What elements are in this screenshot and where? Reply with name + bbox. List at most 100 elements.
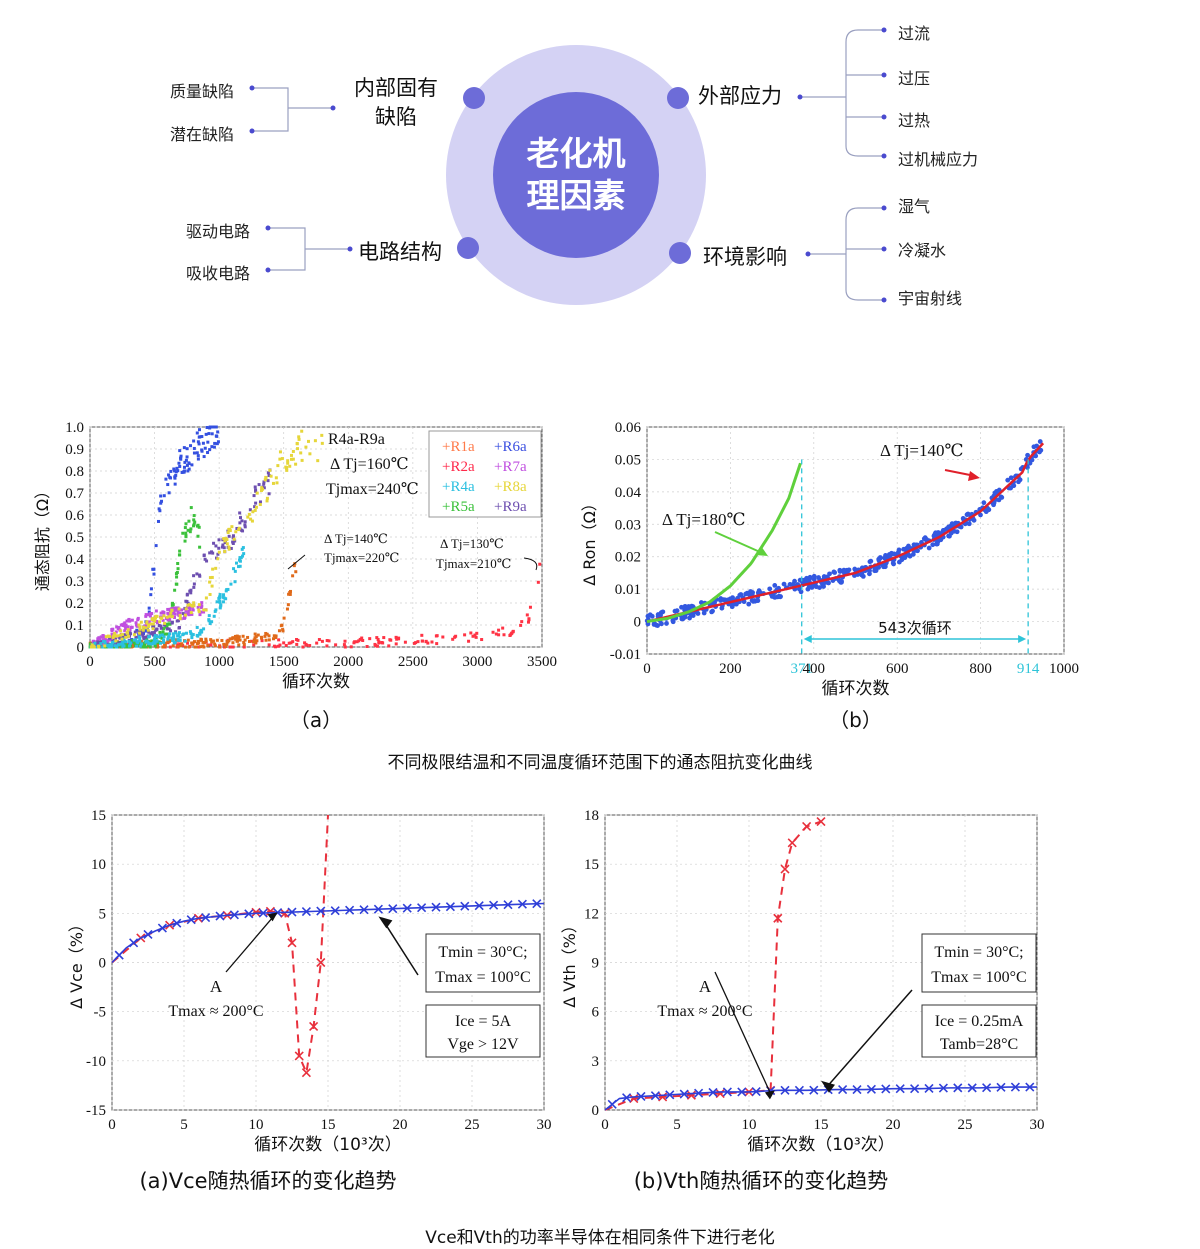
data-point [124, 640, 128, 644]
data-point [137, 623, 141, 627]
data-point [149, 593, 153, 597]
data-point [138, 625, 142, 629]
data-point [891, 561, 897, 567]
data-point [186, 469, 190, 473]
data-point [187, 461, 191, 465]
marker-x-blue [967, 1083, 977, 1093]
data-point [210, 620, 214, 624]
marker-x-blue [287, 907, 297, 917]
data-point [105, 638, 109, 642]
data-point [210, 640, 214, 644]
data-point [148, 642, 152, 646]
data-point [231, 540, 235, 544]
data-point [224, 644, 228, 648]
data-point [114, 630, 118, 634]
data-point [265, 496, 269, 500]
data-point [154, 616, 158, 620]
data-point [176, 611, 180, 615]
data-point [197, 610, 201, 614]
data-point [420, 633, 424, 637]
panel-label: （a） [290, 708, 342, 732]
data-point [811, 573, 817, 579]
arrow-head [267, 912, 278, 922]
data-point [158, 509, 162, 513]
data-point [138, 627, 142, 631]
data-point [177, 607, 181, 611]
data-point [272, 644, 276, 648]
x-tick-label: 371 [790, 661, 813, 677]
data-point [289, 589, 293, 593]
annotation-text: Δ Tj=130℃ [440, 536, 504, 551]
annotation-text: Δ Tj=180℃ [662, 510, 745, 529]
data-point [886, 552, 892, 557]
arrow-head [968, 471, 980, 481]
data-point [152, 638, 156, 642]
x-tick-label: 20 [886, 1117, 901, 1133]
data-point [978, 512, 983, 518]
data-point [184, 534, 188, 538]
data-point [158, 634, 162, 638]
data-point [175, 608, 179, 612]
data-point [198, 631, 202, 635]
data-point [110, 633, 114, 637]
data-point [769, 593, 775, 599]
data-point [971, 517, 977, 523]
data-point [166, 483, 170, 487]
legend-frame [428, 430, 542, 518]
data-point [192, 522, 196, 526]
data-point [147, 610, 151, 614]
data-point [755, 598, 761, 604]
data-point [167, 634, 171, 638]
data-point [296, 447, 300, 451]
data-point [176, 634, 180, 638]
data-point [215, 600, 219, 604]
data-point [256, 633, 260, 637]
data-point [187, 645, 191, 649]
data-point [274, 476, 278, 480]
data-point [113, 631, 117, 635]
data-point [132, 641, 136, 645]
data-point [97, 636, 101, 640]
data-point [181, 612, 185, 616]
annotation-arrow [225, 915, 275, 973]
x-tick-label: 800 [969, 661, 992, 677]
marker-x-red [287, 938, 297, 948]
marker-x-blue [794, 1085, 804, 1095]
leaf-overvoltage: 过压 [898, 69, 931, 88]
data-point [238, 556, 242, 560]
data-point [249, 517, 253, 521]
data-point [208, 551, 212, 555]
marker-x-blue [996, 1082, 1006, 1092]
data-point [297, 437, 301, 441]
data-point [120, 637, 124, 641]
data-point [215, 638, 219, 642]
data-point [197, 442, 201, 446]
data-point [122, 638, 126, 642]
data-point [242, 642, 246, 646]
data-point [511, 629, 515, 633]
leaf-overheat: 过热 [898, 111, 931, 130]
data-point [183, 613, 187, 617]
data-point [670, 618, 676, 623]
data-point [126, 628, 130, 632]
x-tick-label: 914 [1017, 661, 1040, 677]
data-point [167, 473, 171, 477]
data-point [269, 474, 273, 478]
data-point [213, 441, 217, 445]
data-point [145, 628, 149, 632]
data-point [147, 620, 151, 624]
data-point [416, 640, 420, 644]
series-blue-line [604, 1086, 1037, 1111]
data-point [122, 633, 126, 637]
y-tick-label: 1.0 [65, 420, 84, 436]
marker-x-blue [517, 899, 527, 909]
data-point [147, 630, 151, 634]
data-point [241, 546, 245, 550]
annotation-arrow [826, 989, 913, 1088]
data-point [183, 615, 187, 619]
data-point [193, 520, 197, 524]
data-point [170, 615, 174, 619]
data-point [526, 620, 530, 624]
data-point [206, 440, 210, 444]
data-point [158, 630, 162, 634]
